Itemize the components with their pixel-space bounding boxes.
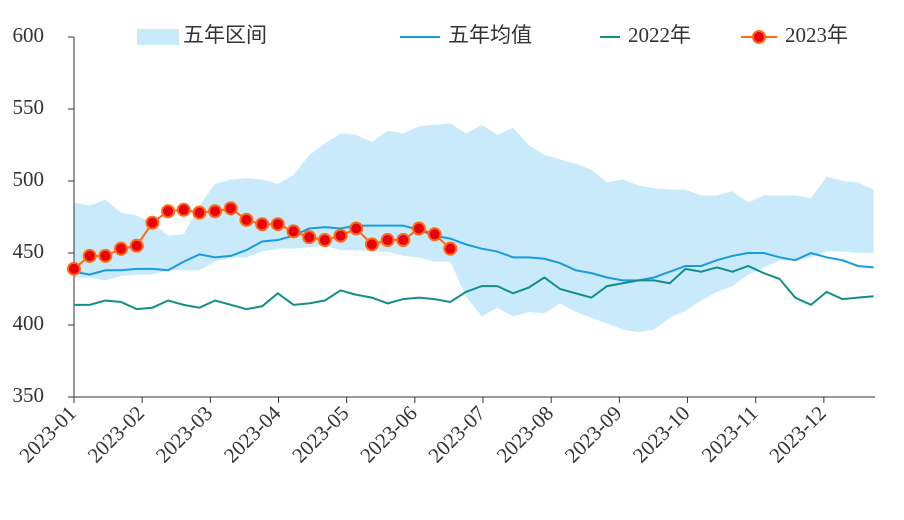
x-tick-label: 2023-06 (355, 401, 421, 467)
x-tick-label: 2023-10 (628, 401, 694, 467)
point (67, 261, 81, 276)
point (98, 248, 113, 263)
x-tick-label: 2023-12 (764, 401, 830, 467)
x-tick-label: 2023-04 (219, 401, 286, 468)
y-tick-label: 350 (13, 383, 45, 407)
point (223, 201, 238, 216)
point (427, 227, 442, 242)
point (333, 228, 348, 243)
point (302, 230, 317, 245)
point (364, 237, 379, 252)
point (380, 233, 395, 248)
y-tick-label: 600 (13, 23, 45, 47)
y-tick-label: 450 (13, 239, 45, 263)
point (317, 233, 332, 248)
point (396, 233, 411, 248)
series-line (74, 264, 874, 311)
point (239, 212, 254, 227)
x-tick-label: 2023-07 (423, 401, 489, 467)
x-tick-label: 2023-11 (697, 401, 763, 467)
point (208, 204, 223, 219)
x-tick-label: 2023-02 (83, 401, 149, 467)
x-tick-label: 2023-09 (560, 401, 626, 467)
point (270, 217, 285, 232)
y-tick-label: 500 (13, 167, 45, 191)
point (82, 248, 97, 263)
legend-label: 五年区间 (183, 23, 267, 47)
point (443, 241, 458, 256)
point (176, 202, 191, 217)
y-tick-label: 550 (13, 95, 45, 119)
x-tick-label: 2023-03 (151, 401, 217, 467)
legend-marker (752, 30, 766, 44)
point (286, 224, 301, 239)
point (192, 205, 207, 220)
point (411, 221, 426, 236)
x-tick-label: 2023-01 (14, 401, 80, 467)
legend-label: 2022年 (628, 23, 691, 47)
range-band (74, 123, 874, 333)
point (161, 204, 176, 219)
legend-label: 五年均值 (448, 23, 532, 47)
y-tick-label: 400 (13, 311, 45, 335)
point (145, 215, 160, 230)
point (349, 221, 364, 236)
series-line (73, 224, 874, 282)
point (114, 241, 129, 256)
legend-swatch (137, 29, 179, 45)
x-tick-label: 2023-05 (287, 401, 353, 467)
point (129, 238, 144, 253)
x-tick-label: 2023-08 (492, 401, 558, 467)
legend-label: 2023年 (785, 23, 848, 47)
point (255, 217, 270, 232)
